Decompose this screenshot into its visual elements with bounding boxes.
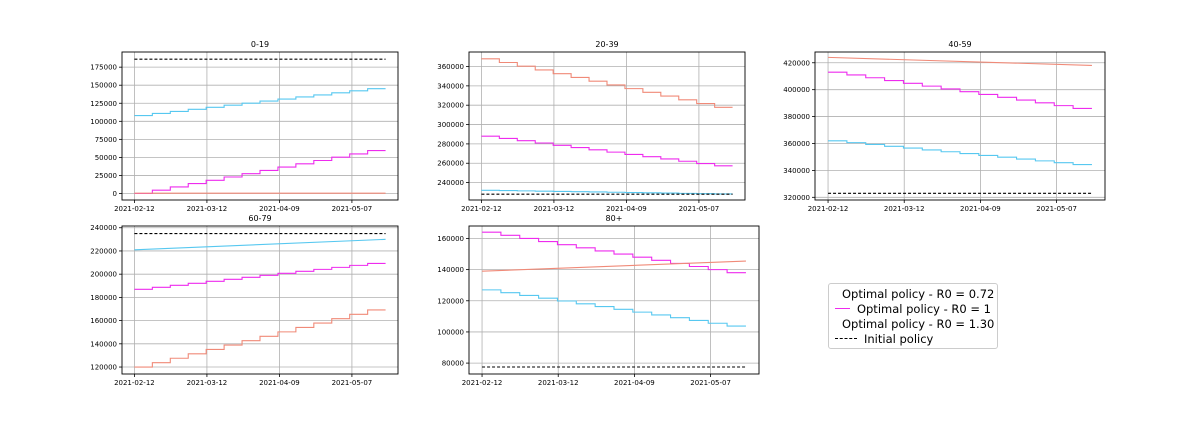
y-tick-label: 150000	[90, 82, 117, 90]
y-tick-label: 420000	[783, 59, 810, 67]
x-tick-label: 2021-02-12	[114, 379, 155, 387]
x-tick-label: 2021-04-09	[606, 205, 647, 213]
x-tick-label: 2021-04-09	[259, 379, 300, 387]
subplot-title: 40-59	[948, 40, 971, 49]
y-tick-label: 140000	[90, 340, 117, 348]
legend-item: Optimal policy - R0 = 0.72	[835, 286, 995, 301]
y-tick-label: 400000	[783, 86, 810, 94]
y-tick-label: 175000	[90, 64, 117, 72]
y-tick-label: 300000	[437, 121, 464, 129]
y-tick-label: 0	[113, 190, 117, 198]
legend-label: Initial policy	[864, 331, 934, 346]
y-tick-label: 360000	[437, 63, 464, 71]
y-tick-label: 260000	[437, 160, 464, 168]
axes-frame	[121, 51, 399, 201]
y-tick-label: 125000	[90, 100, 117, 108]
y-tick-label: 380000	[783, 113, 810, 121]
series-line	[134, 88, 386, 117]
y-tick-label: 25000	[95, 172, 117, 180]
y-tick-label: 320000	[437, 102, 464, 110]
series-line	[481, 58, 733, 108]
x-tick-label: 2021-03-12	[187, 379, 228, 387]
y-tick-label: 220000	[90, 247, 117, 255]
series-line	[481, 135, 733, 167]
y-tick-label: 80000	[442, 360, 464, 368]
subplot-20-39: 2021-02-12 2021-03-12 2021-04-09 2021-05-07…	[437, 40, 746, 213]
x-tick-label: 2021-03-12	[187, 205, 228, 213]
y-tick-label: 100000	[90, 118, 117, 126]
x-tick-label: 2021-03-12	[534, 205, 575, 213]
series-line	[828, 140, 1092, 166]
y-tick-label: 320000	[783, 194, 810, 202]
y-tick-label: 75000	[95, 136, 117, 144]
subplot-80+: 2021-02-12 2021-03-12 2021-04-09 2021-05-07…	[437, 214, 760, 387]
axes-frame	[814, 51, 1106, 201]
series-line	[482, 289, 746, 327]
x-tick-label: 2021-02-12	[114, 205, 155, 213]
series-line	[134, 309, 386, 368]
series-line	[134, 238, 386, 251]
subplot-title: 80+	[606, 214, 623, 223]
subplot-0-19: 2021-02-12 2021-03-12 2021-04-09 2021-05-07…	[90, 40, 399, 213]
subplot-title: 0-19	[251, 40, 269, 49]
x-tick-label: 2021-05-07	[332, 379, 373, 387]
legend-swatch-r0-1	[835, 308, 850, 309]
series-line	[828, 56, 1092, 67]
legend-label: Optimal policy - R0 = 0.72	[842, 286, 995, 301]
x-tick-label: 2021-02-12	[461, 205, 502, 213]
x-tick-label: 2021-03-12	[538, 379, 579, 387]
subplot-60-79: 2021-02-12 2021-03-12 2021-04-09 2021-05-07…	[90, 214, 399, 387]
axes-frame	[121, 225, 399, 375]
x-tick-label: 2021-04-09	[960, 205, 1001, 213]
x-tick-label: 2021-03-12	[884, 205, 925, 213]
x-tick-label: 2021-05-07	[679, 205, 720, 213]
x-tick-label: 2021-04-09	[614, 379, 655, 387]
y-tick-label: 340000	[437, 82, 464, 90]
legend-item: Optimal policy - R0 = 1.30	[835, 316, 995, 331]
y-tick-label: 200000	[90, 271, 117, 279]
subplot-40-59: 2021-02-12 2021-03-12 2021-04-09 2021-05-07…	[783, 40, 1106, 213]
y-tick-label: 360000	[783, 140, 810, 148]
series-line	[828, 71, 1092, 109]
series-line	[134, 150, 386, 195]
axes-frame	[468, 225, 760, 375]
series-line	[134, 262, 386, 290]
y-tick-label: 160000	[437, 235, 464, 243]
legend-label: Optimal policy - R0 = 1.30	[842, 316, 995, 331]
y-tick-label: 100000	[437, 328, 464, 336]
y-tick-label: 160000	[90, 317, 117, 325]
series-line	[481, 189, 733, 195]
y-tick-label: 140000	[437, 266, 464, 274]
legend: Optimal policy - R0 = 0.72 Optimal polic…	[828, 283, 998, 349]
x-tick-label: 2021-05-07	[690, 379, 731, 387]
y-tick-label: 240000	[90, 224, 117, 232]
x-tick-label: 2021-05-07	[1036, 205, 1077, 213]
legend-item: Optimal policy - R0 = 1	[835, 301, 991, 316]
y-tick-label: 50000	[95, 154, 117, 162]
y-tick-label: 240000	[437, 179, 464, 187]
y-tick-label: 120000	[437, 297, 464, 305]
x-tick-label: 2021-04-09	[259, 205, 300, 213]
legend-item: Initial policy	[835, 331, 991, 346]
subplot-title: 60-79	[248, 214, 271, 223]
x-tick-label: 2021-02-12	[462, 379, 503, 387]
x-tick-label: 2021-05-07	[332, 205, 373, 213]
axes-frame	[468, 51, 746, 201]
y-tick-label: 180000	[90, 294, 117, 302]
series-line	[482, 231, 746, 274]
subplot-title: 20-39	[595, 40, 618, 49]
series-line	[482, 260, 746, 272]
x-tick-label: 2021-02-12	[808, 205, 849, 213]
y-tick-label: 280000	[437, 140, 464, 148]
y-tick-label: 120000	[90, 364, 117, 372]
legend-swatch-initial	[835, 338, 857, 339]
y-tick-label: 340000	[783, 167, 810, 175]
legend-label: Optimal policy - R0 = 1	[856, 301, 991, 316]
